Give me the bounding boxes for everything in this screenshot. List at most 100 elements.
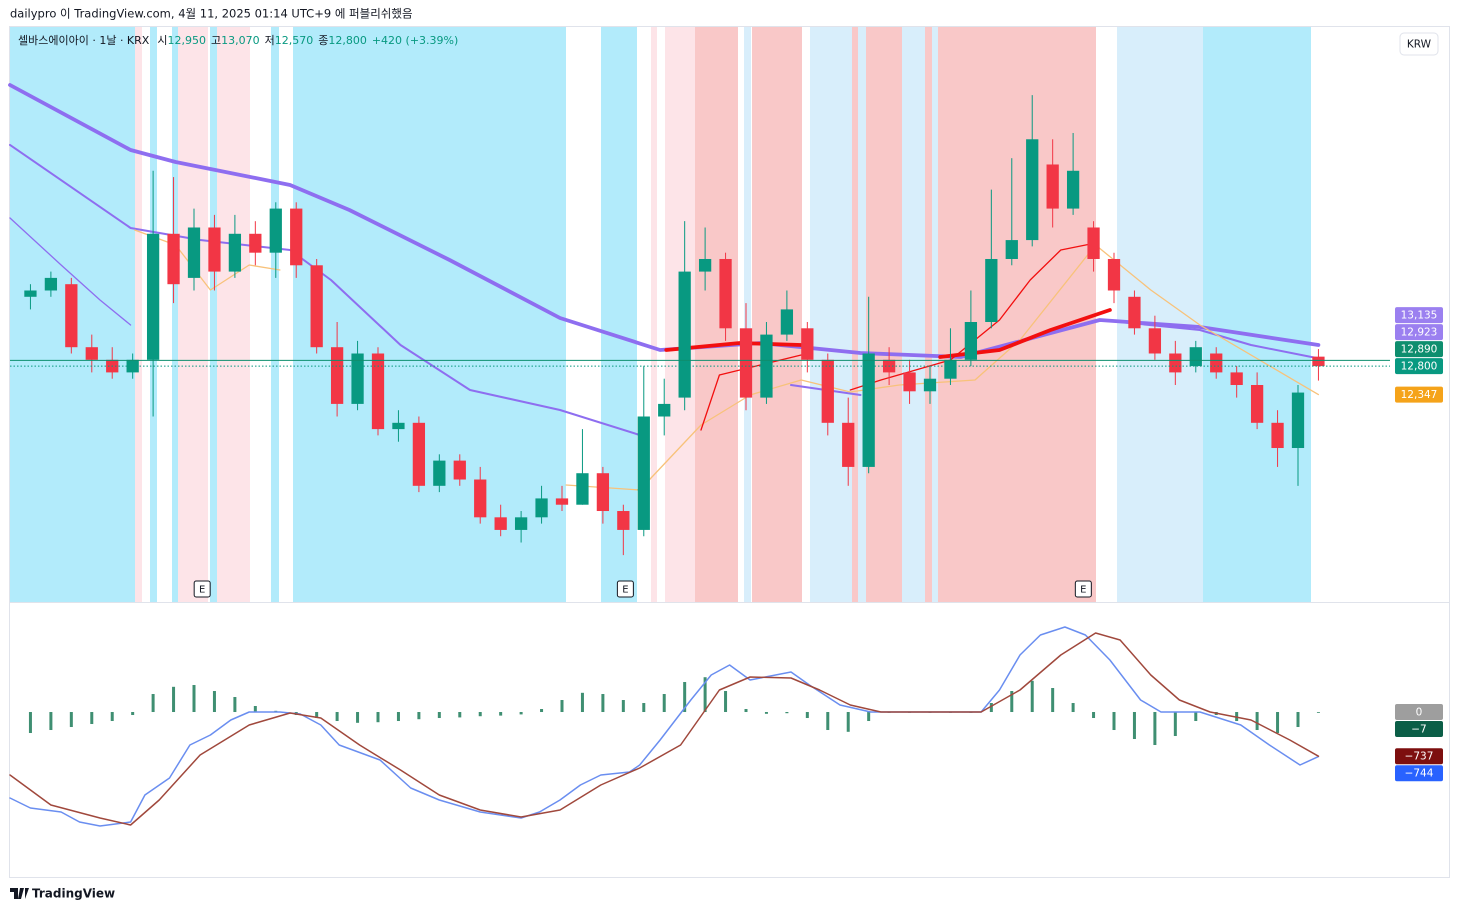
histogram-bar	[867, 712, 871, 722]
candle-body	[1189, 347, 1202, 367]
legend-low: 12,570	[275, 34, 314, 47]
histogram-bar	[110, 712, 114, 722]
band	[866, 27, 902, 602]
histogram-bar	[356, 712, 360, 723]
histogram-bar	[1173, 712, 1177, 737]
legend-high: 13,070	[221, 34, 260, 47]
histogram-bar	[458, 712, 462, 718]
band	[810, 27, 852, 602]
histogram-bar	[28, 712, 32, 734]
currency-button[interactable]	[1399, 32, 1439, 56]
line-series	[9, 626, 1320, 827]
line-series	[8, 83, 1321, 359]
price-label-box	[1395, 341, 1443, 358]
event-label: E	[1080, 585, 1086, 596]
price-label-box	[1395, 765, 1443, 782]
price-label: 12,890	[1401, 344, 1438, 356]
histogram-bar	[1276, 712, 1280, 734]
candle-body	[1230, 372, 1243, 386]
histogram-bar	[560, 700, 564, 713]
legend-symbol: 셀바스에이아이 · 1날 · KRX	[18, 34, 150, 47]
price-label: 12,923	[1401, 327, 1438, 339]
candle-body	[985, 258, 998, 322]
histogram-bar	[785, 712, 789, 714]
candle-body	[576, 473, 589, 505]
band	[271, 27, 279, 602]
currency[interactable]: KRW	[1407, 39, 1432, 51]
event-label: E	[199, 585, 205, 596]
legend: 셀바스에이아이 · 1날 · KRX 시12,950 고13,070 저12,570 종…	[18, 34, 458, 47]
histogram-bar	[1010, 691, 1014, 713]
candle-body	[801, 328, 814, 360]
band	[902, 27, 925, 602]
histogram-bar	[621, 700, 625, 713]
brand: TradingView	[32, 887, 115, 901]
histogram-bar	[703, 677, 707, 713]
event-marker	[616, 580, 634, 598]
price-label: 13,135	[1401, 310, 1438, 322]
band	[293, 27, 566, 602]
price-label-box	[1395, 748, 1443, 765]
histogram-bar	[601, 694, 605, 713]
histogram-bar	[396, 712, 400, 722]
histogram-bar	[1296, 712, 1300, 728]
candle-body	[944, 359, 957, 379]
histogram-bar	[764, 712, 768, 714]
price-label: 12,800	[1401, 361, 1438, 373]
candle-body	[1169, 353, 1182, 373]
band	[210, 27, 217, 602]
histogram-bar	[724, 691, 728, 713]
band	[852, 27, 858, 602]
band	[172, 27, 178, 602]
candle-body	[1312, 356, 1325, 367]
candle-body	[596, 473, 610, 512]
band	[651, 27, 657, 602]
price-label-box	[1395, 358, 1443, 375]
candle-body	[555, 498, 569, 505]
histogram-bar	[315, 712, 319, 719]
histogram-bar	[49, 712, 53, 731]
candle-body	[1087, 227, 1100, 259]
candle-body	[371, 353, 385, 430]
histogram-bar	[805, 712, 809, 719]
candle-body	[412, 422, 426, 486]
histogram-bar	[519, 712, 523, 715]
candle-body	[433, 460, 446, 486]
candle-body	[208, 227, 221, 272]
candle-body	[1026, 139, 1039, 241]
histogram-bar	[151, 694, 155, 713]
band	[217, 27, 250, 602]
candle-body	[862, 353, 875, 467]
brand-logo	[10, 888, 29, 899]
candle-body	[678, 271, 691, 398]
legend-low-label: 저	[265, 34, 275, 47]
legend-close-label: 종	[318, 34, 328, 47]
candle-body	[698, 258, 712, 272]
candle-body	[310, 265, 323, 348]
event-marker	[193, 580, 211, 598]
histogram-bar	[1071, 703, 1075, 713]
price-label: 0	[1416, 707, 1423, 719]
histogram-bar	[580, 692, 584, 713]
histogram-bar	[1030, 680, 1034, 713]
candle-body	[719, 258, 732, 329]
candle-body	[1046, 164, 1059, 209]
band	[858, 27, 866, 602]
histogram-bar	[417, 712, 421, 720]
candle-body	[290, 208, 303, 266]
band	[925, 27, 932, 602]
histogram-bar	[1153, 712, 1157, 746]
histogram-bar	[499, 712, 503, 716]
candle-body	[249, 233, 262, 253]
candle-body	[330, 347, 344, 404]
histogram-bar	[1051, 688, 1055, 713]
price-label: −737	[1405, 751, 1434, 763]
candle-body	[1005, 240, 1018, 259]
candle-body	[780, 309, 794, 335]
band	[938, 27, 1096, 602]
band	[178, 27, 208, 602]
candle-body	[842, 422, 855, 467]
